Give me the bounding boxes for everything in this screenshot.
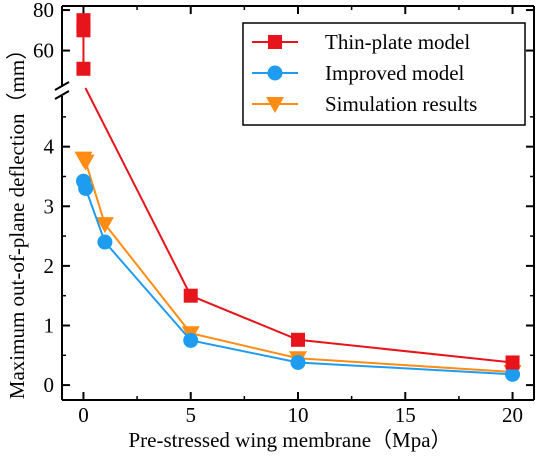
y-tick-label: 1: [44, 313, 55, 337]
x-tick-label: 20: [502, 403, 523, 427]
improved-model-point: [505, 366, 521, 382]
y-tick-label-upper: 60: [33, 39, 54, 63]
thin-plate-model-point: [183, 288, 198, 303]
thin-plate-model-point: [76, 13, 91, 28]
improved-model-point: [183, 332, 199, 348]
x-tick-label: 5: [185, 403, 196, 427]
improved-model-point: [78, 180, 94, 196]
y-tick-label-upper: 80: [33, 0, 54, 22]
thin-plate-model-point: [76, 61, 91, 76]
axis-break-mark: [54, 81, 70, 91]
ticks: 0 5 10 15 20 0 1 2 3 4 60 80: [33, 0, 534, 427]
thin-plate-model-point: [505, 355, 520, 370]
legend: Thin-plate model Improved model Simulation…: [242, 22, 526, 126]
y-tick-label: 0: [44, 373, 55, 397]
thin-plate-model-point: [291, 332, 305, 347]
improved-model-point: [97, 234, 113, 250]
legend-label-thin-plate-model: Thin-plate model: [325, 30, 470, 54]
axis-break-mark: [54, 90, 70, 100]
series-layer: [74, 13, 522, 382]
y-axis-title: Maximum out-of-plane deflection（mm）: [5, 39, 29, 399]
legend-marker-simulation-results: [266, 97, 284, 113]
x-axis-title: Pre-stressed wing membrane（Mpa）: [128, 428, 451, 452]
simulation-results-point: [95, 217, 114, 234]
improved-model-point: [290, 354, 306, 370]
legend-marker-improved-model: [267, 65, 283, 81]
x-tick-label: 15: [395, 403, 416, 427]
y-tick-label: 3: [44, 194, 55, 218]
x-tick-label: 0: [78, 403, 89, 427]
y-tick-label: 4: [44, 135, 55, 159]
x-tick-label: 10: [288, 403, 309, 427]
legend-label-simulation-results: Simulation results: [325, 92, 477, 116]
legend-marker-thin-plate-model: [268, 35, 282, 49]
y-tick-label: 2: [44, 254, 55, 278]
legend-label-improved-model: Improved model: [325, 61, 465, 85]
simulation-results-point: [76, 154, 95, 171]
